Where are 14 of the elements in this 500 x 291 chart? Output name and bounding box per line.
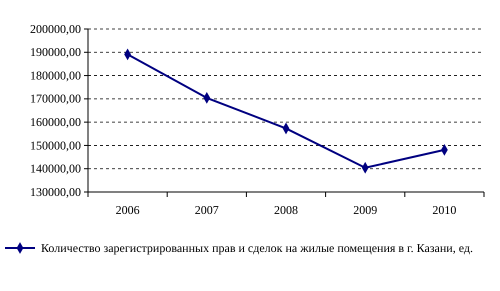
- x-tick-label: 2006: [116, 203, 140, 218]
- y-tick-label: 140000,00: [30, 162, 81, 176]
- y-tick-label: 180000,00: [30, 68, 81, 82]
- x-tick-label: 2007: [194, 203, 219, 218]
- x-tick-label: 2009: [353, 203, 378, 218]
- y-tick-label: 190000,00: [30, 45, 81, 60]
- y-tick-label: 160000,00: [30, 114, 81, 129]
- y-tick-label: 200000,00: [30, 22, 81, 36]
- y-tick-label: 170000,00: [30, 92, 81, 106]
- y-tick-label: 150000,00: [30, 138, 81, 152]
- legend-label: Количество зарегистрированных прав и сделок на жилые помещения в г. Казани, ед.: [41, 241, 473, 255]
- x-tick-label: 2010: [432, 203, 456, 218]
- y-tick-label: 130000,00: [30, 184, 81, 199]
- x-tick-label: 2008: [274, 203, 298, 218]
